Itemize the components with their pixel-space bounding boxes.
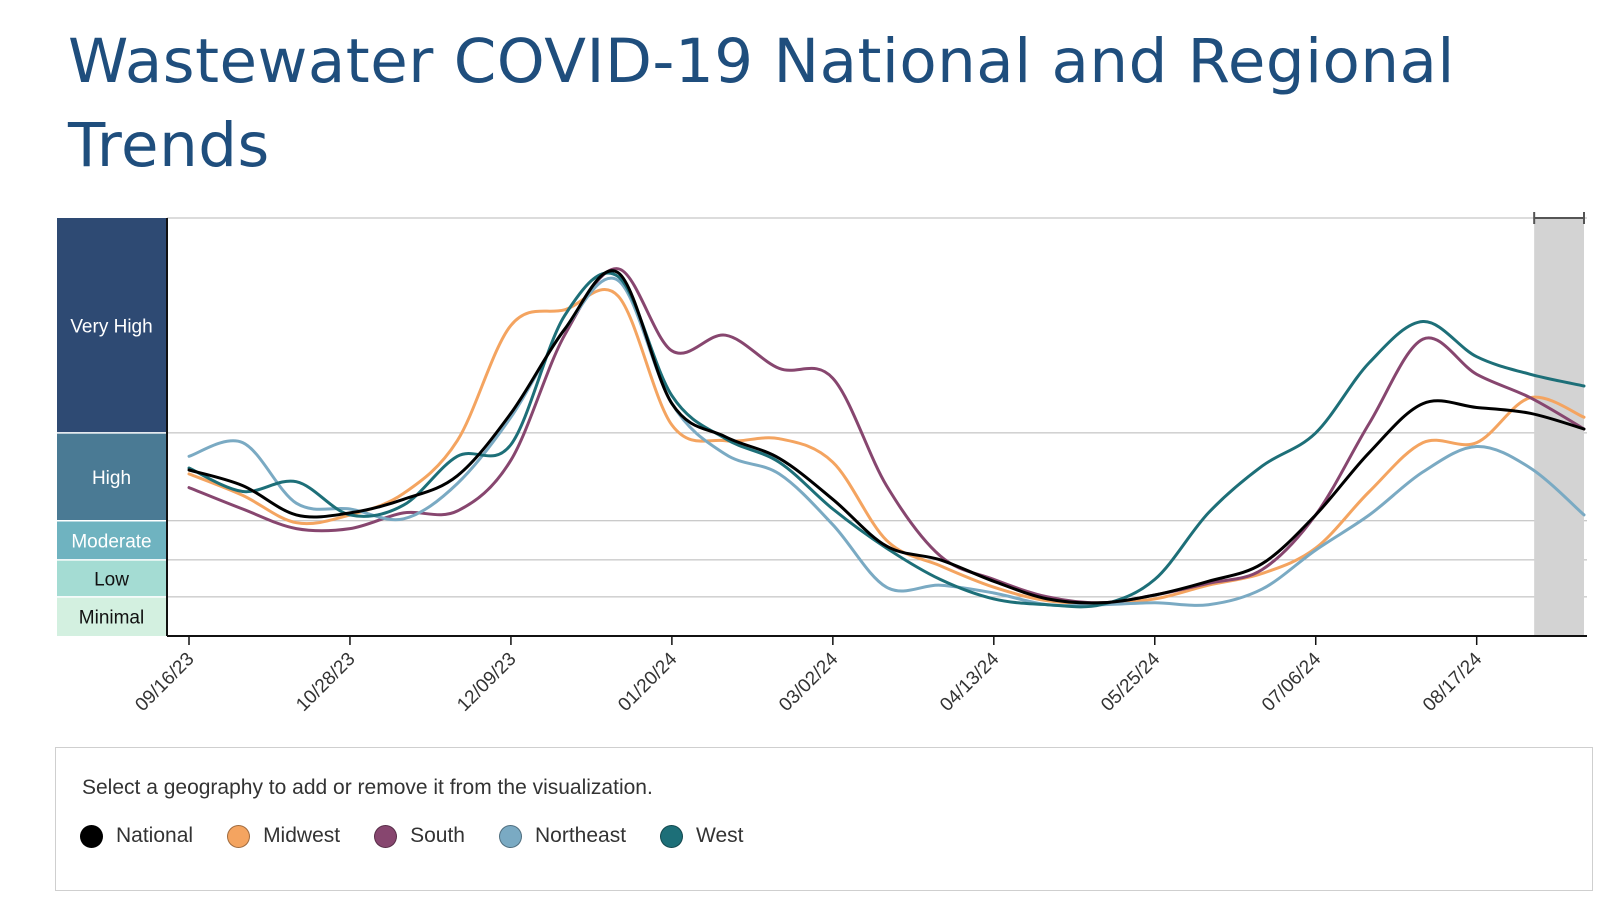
x-tick-label: 08/17/24 [1419,648,1486,715]
x-tick-label: 10/28/23 [292,649,359,716]
level-label-moderate: Moderate [71,531,151,552]
legend-dot-northeast [498,824,522,848]
legend-item-midwest[interactable]: Midwest [227,824,340,848]
level-band-low [57,559,166,597]
legend-dot-west [660,824,684,848]
legend-item-west[interactable]: West [660,824,744,848]
level-band-moderate [57,520,166,560]
legend-label-national: National [116,824,194,847]
legend-hint: Select a geography to add or remove it f… [82,776,653,799]
x-tick-label: 05/25/24 [1097,648,1164,715]
legend-dot-midwest [227,824,251,848]
legend-label-midwest: Midwest [263,824,341,847]
legend-label-west: West [696,824,744,847]
series-line-south [187,267,1586,605]
level-label-minimal: Minimal [79,607,144,628]
legend-item-northeast[interactable]: Northeast [498,824,627,848]
x-tick-label: 03/02/24 [775,648,842,715]
x-tick-label: 12/09/23 [453,649,520,716]
legend-item-south[interactable]: South [374,824,465,848]
level-label-low: Low [94,569,129,590]
series-line-national [187,269,1586,605]
series-line-midwest [187,288,1586,605]
level-band-minimal [57,596,166,636]
level-band-very-high [57,218,166,433]
legend-dot-national [80,824,103,848]
legend-label-south: South [410,824,465,847]
legend-label-northeast: Northeast [534,824,627,847]
series-line-northeast [187,276,1586,608]
legend-dot-south [374,824,398,848]
level-label-very-high: Very High [70,316,152,337]
level-label-high: High [92,468,131,489]
wastewater-trend-chart: Very High High Moderate Low Minimal 09/16/23 1… [57,212,1587,716]
x-tick-label: 09/16/23 [131,649,198,716]
legend-item-national[interactable]: National [80,824,193,848]
legend-panel: Select a geography to add or remove it f… [55,747,1593,891]
x-tick-label: 01/20/24 [614,648,681,715]
legend-items: National Midwest South Northeast West [80,824,744,848]
series-line-west [187,271,1586,609]
level-band-high [57,432,166,521]
x-tick-label: 04/13/24 [936,648,1003,715]
x-tick-label: 07/06/24 [1258,648,1325,715]
page-title: Wastewater COVID-19 National and Regiona… [68,26,1455,181]
